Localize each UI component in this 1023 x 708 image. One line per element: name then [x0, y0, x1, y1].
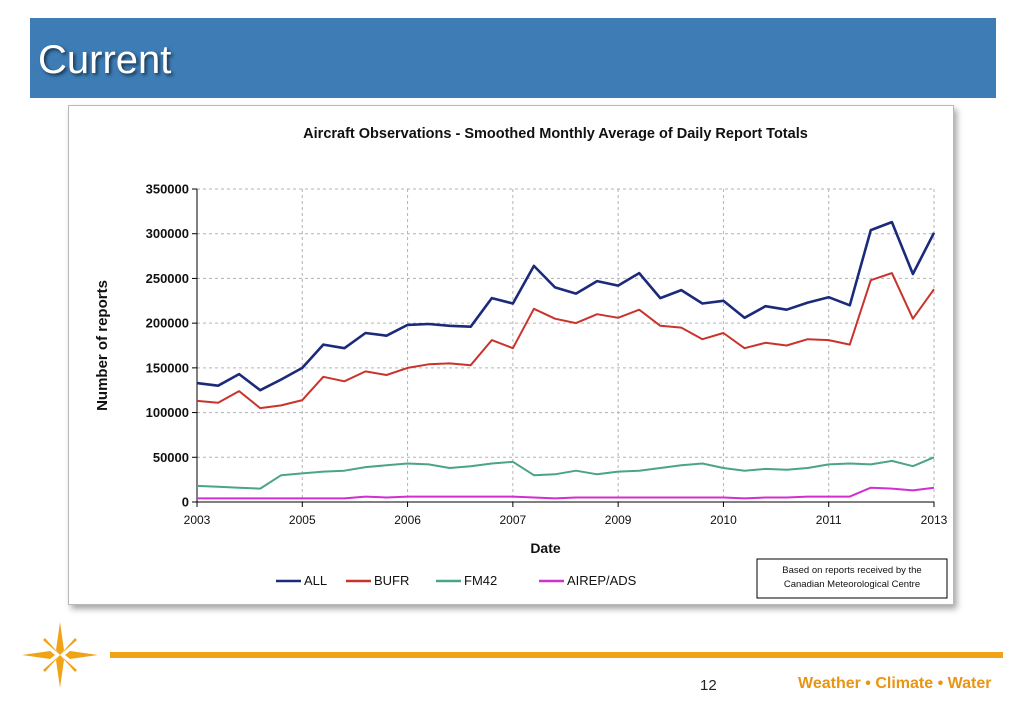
chart-container: Aircraft Observations - Smoothed Monthly…	[68, 105, 954, 605]
annotation-text: Based on reports received by the	[782, 565, 921, 576]
series-line-bufr	[196, 272, 935, 410]
legend-label-all: ALL	[304, 573, 327, 588]
annotation-box	[756, 558, 948, 599]
tagline-text: Weather • Climate • Water	[798, 675, 992, 692]
x-tick-label: 2005	[289, 513, 316, 527]
compass-star-logo	[22, 622, 98, 688]
x-tick-label: 2007	[500, 513, 527, 527]
page-number: 12	[700, 677, 717, 694]
slide-title: Current	[38, 38, 172, 82]
chart-title: Aircraft Observations - Smoothed Monthly…	[303, 126, 808, 142]
series-line-airep-ads	[197, 486, 935, 500]
y-tick-label: 250000	[146, 271, 189, 286]
y-tick-label: 100000	[146, 405, 189, 420]
title-bar: Current	[30, 18, 996, 98]
annotation-text: Canadian Meteorological Centre	[784, 579, 920, 590]
y-tick-label: 350000	[146, 182, 189, 197]
y-tick-label: 150000	[146, 360, 189, 375]
series-line-all	[196, 220, 936, 392]
y-tick-label: 300000	[146, 226, 189, 241]
legend-label-bufr: BUFR	[374, 573, 409, 588]
x-tick-label: 2010	[710, 513, 737, 527]
y-axis-label: Number of reports	[94, 280, 111, 411]
legend-label-airep-ads: AIREP/ADS	[567, 573, 637, 588]
x-tick-label: 2013	[921, 513, 948, 527]
x-axis-label: Date	[530, 540, 561, 556]
x-tick-label: 2006	[394, 513, 421, 527]
legend-label-fm42: FM42	[464, 573, 497, 588]
x-tick-label: 2003	[184, 513, 211, 527]
y-tick-label: 0	[182, 495, 189, 510]
y-tick-label: 200000	[146, 316, 189, 331]
y-tick-label: 50000	[153, 450, 189, 465]
line-chart: Aircraft Observations - Smoothed Monthly…	[94, 126, 948, 599]
x-tick-label: 2011	[816, 513, 842, 527]
footer-divider	[110, 652, 1003, 658]
series-line-fm42	[196, 456, 935, 490]
x-tick-label: 2009	[605, 513, 632, 527]
